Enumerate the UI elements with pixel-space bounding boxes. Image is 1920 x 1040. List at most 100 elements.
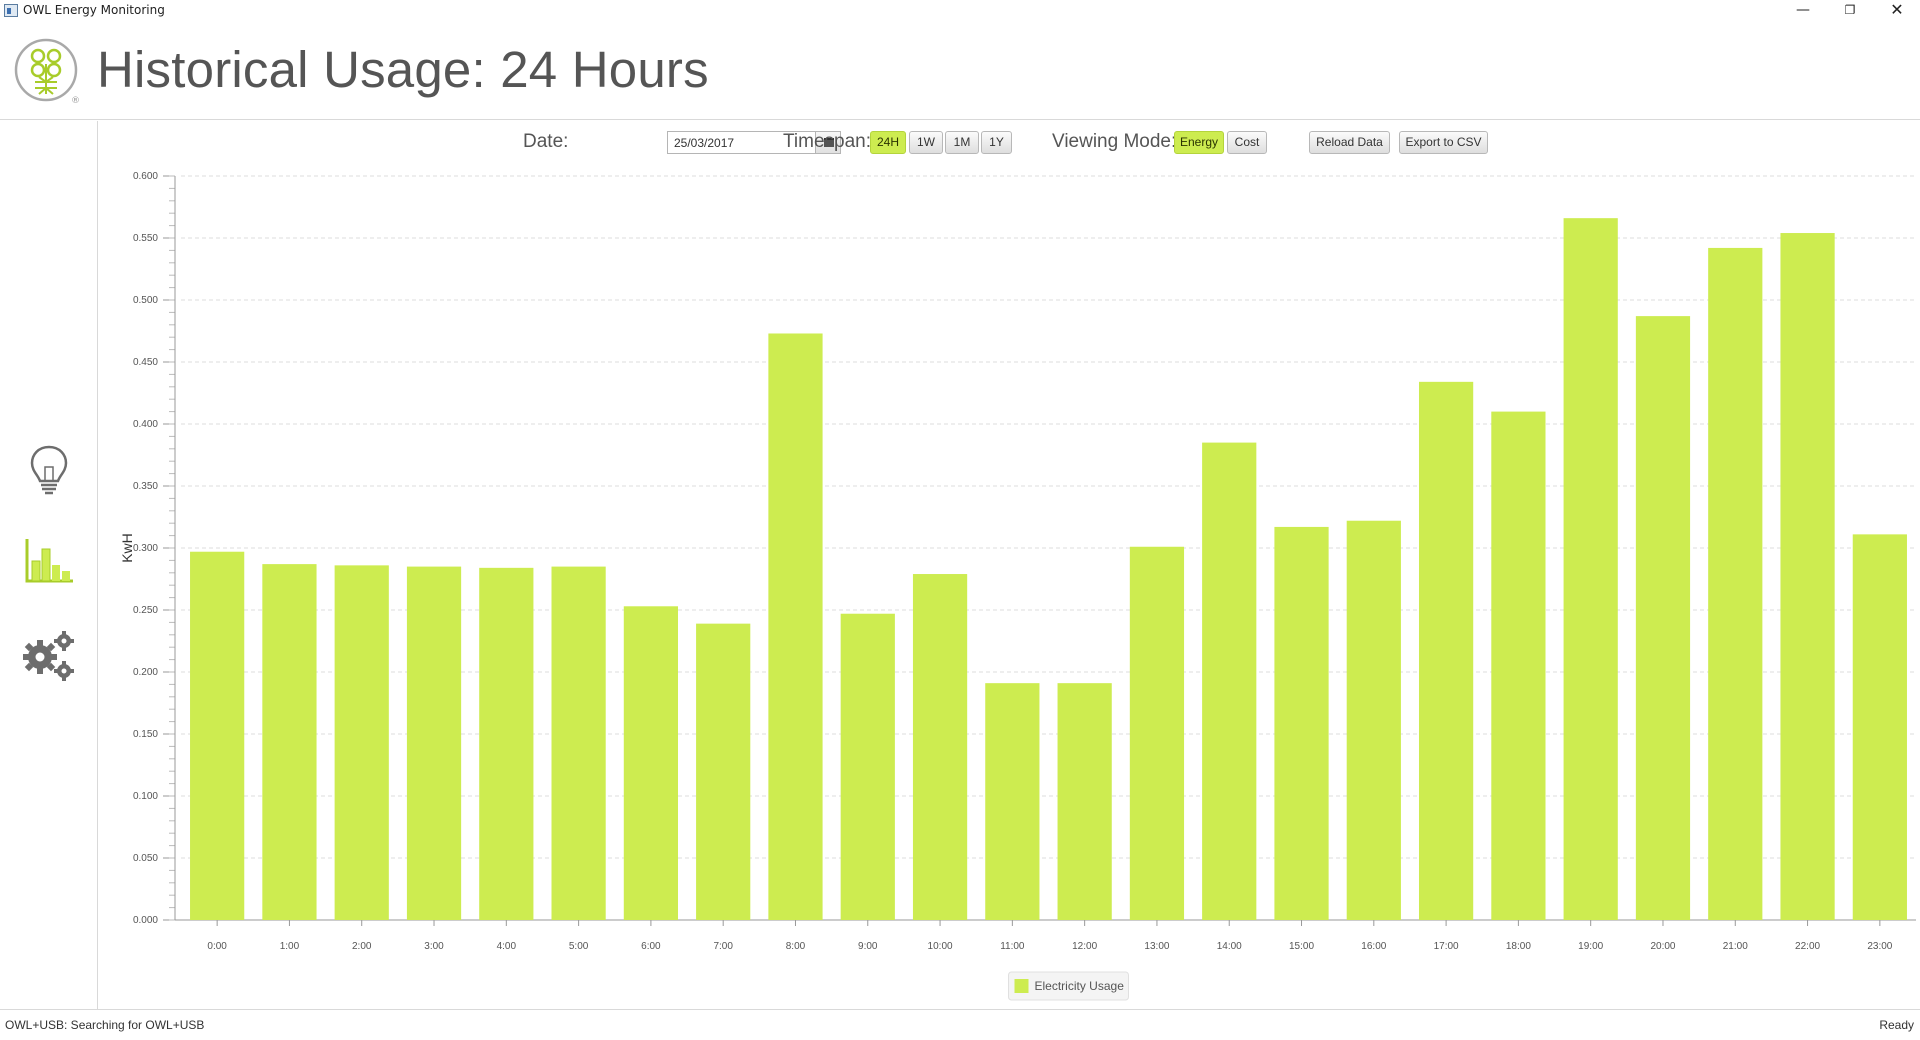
chart-bar	[190, 551, 245, 920]
viewing-mode-label: Viewing Mode:	[1052, 131, 1177, 152]
y-axis-label: KwH	[119, 533, 135, 563]
y-tick-label: 0.400	[133, 419, 158, 430]
y-tick-label: 0.200	[133, 667, 158, 678]
status-connection-text: OWL+USB: Searching for OWL+USB	[5, 1018, 205, 1032]
viewing-mode-cost-button[interactable]: Cost	[1227, 131, 1267, 154]
x-tick-label: 14:00	[1217, 941, 1242, 952]
x-tick-label: 23:00	[1867, 941, 1892, 952]
chart-bar	[1129, 546, 1185, 920]
x-tick-label: 11:00	[1000, 941, 1025, 952]
minimize-button[interactable]: —	[1796, 2, 1810, 18]
chart-bar	[840, 613, 895, 920]
logo-registered-mark: ®	[71, 96, 80, 106]
lightbulb-icon	[30, 445, 68, 495]
x-tick-label: 9:00	[858, 941, 878, 952]
chart-bar	[912, 574, 968, 920]
window-titlebar: OWL Energy Monitoring — ❐ ✕	[0, 0, 1920, 22]
x-tick-label: 5:00	[569, 941, 589, 952]
sidebar-item-historical-usage[interactable]	[18, 531, 80, 593]
timespan-1y-button[interactable]: 1Y	[981, 131, 1012, 154]
chart-bar	[1780, 233, 1835, 920]
chart-bar	[1418, 381, 1474, 921]
date-label: Date:	[523, 131, 569, 152]
x-tick-label: 21:00	[1723, 941, 1748, 952]
x-tick-label: 20:00	[1650, 941, 1675, 952]
chart-bar	[406, 566, 462, 920]
page-title: Historical Usage: 24 Hours	[97, 41, 709, 98]
x-tick-label: 6:00	[641, 941, 661, 952]
x-tick-label: 16:00	[1361, 941, 1386, 952]
x-tick-label: 10:00	[928, 941, 953, 952]
x-tick-label: 13:00	[1144, 941, 1169, 952]
chart-bar	[262, 564, 317, 920]
status-bar: OWL+USB: Searching for OWL+USB Ready	[0, 1009, 1920, 1040]
x-tick-label: 18:00	[1506, 941, 1531, 952]
owl-logo-icon: ®	[13, 30, 81, 108]
app-header: ® Historical Usage: 24 Hours	[0, 22, 1920, 120]
window-title: OWL Energy Monitoring	[23, 3, 165, 17]
chart-bar	[1491, 411, 1546, 920]
export-csv-button[interactable]: Export to CSV	[1399, 131, 1488, 154]
restore-button[interactable]: ❐	[1844, 3, 1856, 17]
chart-bar	[985, 683, 1040, 920]
x-tick-label: 17:00	[1434, 941, 1459, 952]
x-tick-label: 2:00	[352, 941, 372, 952]
timespan-1w-button[interactable]: 1W	[909, 131, 943, 154]
chart-bar	[1202, 442, 1257, 920]
x-tick-label: 19:00	[1578, 941, 1603, 952]
legend-box	[1008, 971, 1129, 1001]
chart-bar	[1708, 247, 1763, 921]
calendar-button[interactable]	[815, 131, 841, 154]
chart-bar	[1346, 520, 1401, 920]
sidebar-item-live-usage[interactable]	[18, 439, 80, 501]
chart-bar	[623, 606, 679, 920]
bar-chart-icon	[25, 539, 73, 583]
y-tick-label: 0.050	[133, 853, 158, 864]
x-tick-label: 7:00	[713, 941, 733, 952]
x-tick-label: 3:00	[424, 941, 444, 952]
controls-toolbar: Date: Timespan: 24H 1W 1M 1Y Viewing Mod…	[98, 121, 1920, 165]
chart-bar	[551, 566, 606, 920]
sidebar-item-settings[interactable]	[18, 623, 80, 685]
timespan-24h-button[interactable]: 24H	[870, 131, 906, 154]
close-button[interactable]: ✕	[1890, 0, 1904, 19]
x-tick-label: 8:00	[786, 941, 806, 952]
timespan-label: Timespan:	[783, 131, 871, 152]
y-tick-label: 0.500	[133, 295, 158, 306]
chart-bar	[1057, 683, 1112, 920]
y-tick-label: 0.150	[133, 729, 158, 740]
timespan-1m-button[interactable]: 1M	[945, 131, 979, 154]
chart-bar	[1635, 316, 1691, 920]
usage-chart: 0.000 0.050 0.100 0.150 0.200 0.250 0.300 0.350…	[98, 166, 1920, 1008]
calendar-icon	[824, 138, 834, 147]
x-tick-label: 4:00	[497, 941, 517, 952]
y-tick-label: 0.300	[133, 543, 158, 554]
app-window-icon	[4, 4, 18, 17]
y-tick-label: 0.600	[133, 171, 158, 182]
x-tick-label: 15:00	[1289, 941, 1314, 952]
y-tick-label: 0.550	[133, 233, 158, 244]
usage-chart-svg: 0.000 0.050 0.100 0.150 0.200 0.250 0.300 0.350…	[119, 171, 1916, 1001]
y-tick-label: 0.000	[133, 915, 158, 926]
chart-bar	[1563, 218, 1618, 920]
y-tick-label: 0.450	[133, 357, 158, 368]
chart-bar	[1852, 534, 1907, 920]
viewing-mode-energy-button[interactable]: Energy	[1174, 131, 1224, 154]
reload-data-button[interactable]: Reload Data	[1309, 131, 1390, 154]
y-tick-label: 0.100	[133, 791, 158, 802]
gears-icon	[23, 631, 74, 681]
x-tick-label: 22:00	[1795, 941, 1820, 952]
y-tick-label: 0.350	[133, 481, 158, 492]
legend-swatch	[1014, 979, 1029, 993]
chart-bar	[334, 565, 389, 920]
chart-bar	[768, 333, 823, 920]
x-tick-label: 0:00	[207, 941, 227, 952]
legend-label: Electricity Usage	[1035, 979, 1125, 993]
x-tick-label: 12:00	[1072, 941, 1097, 952]
status-ready-text: Ready	[1879, 1018, 1914, 1032]
sidebar	[0, 121, 98, 1009]
chart-bar	[1274, 526, 1329, 920]
date-input[interactable]	[667, 131, 815, 154]
chart-bar	[696, 623, 751, 920]
y-tick-label: 0.250	[133, 605, 158, 616]
